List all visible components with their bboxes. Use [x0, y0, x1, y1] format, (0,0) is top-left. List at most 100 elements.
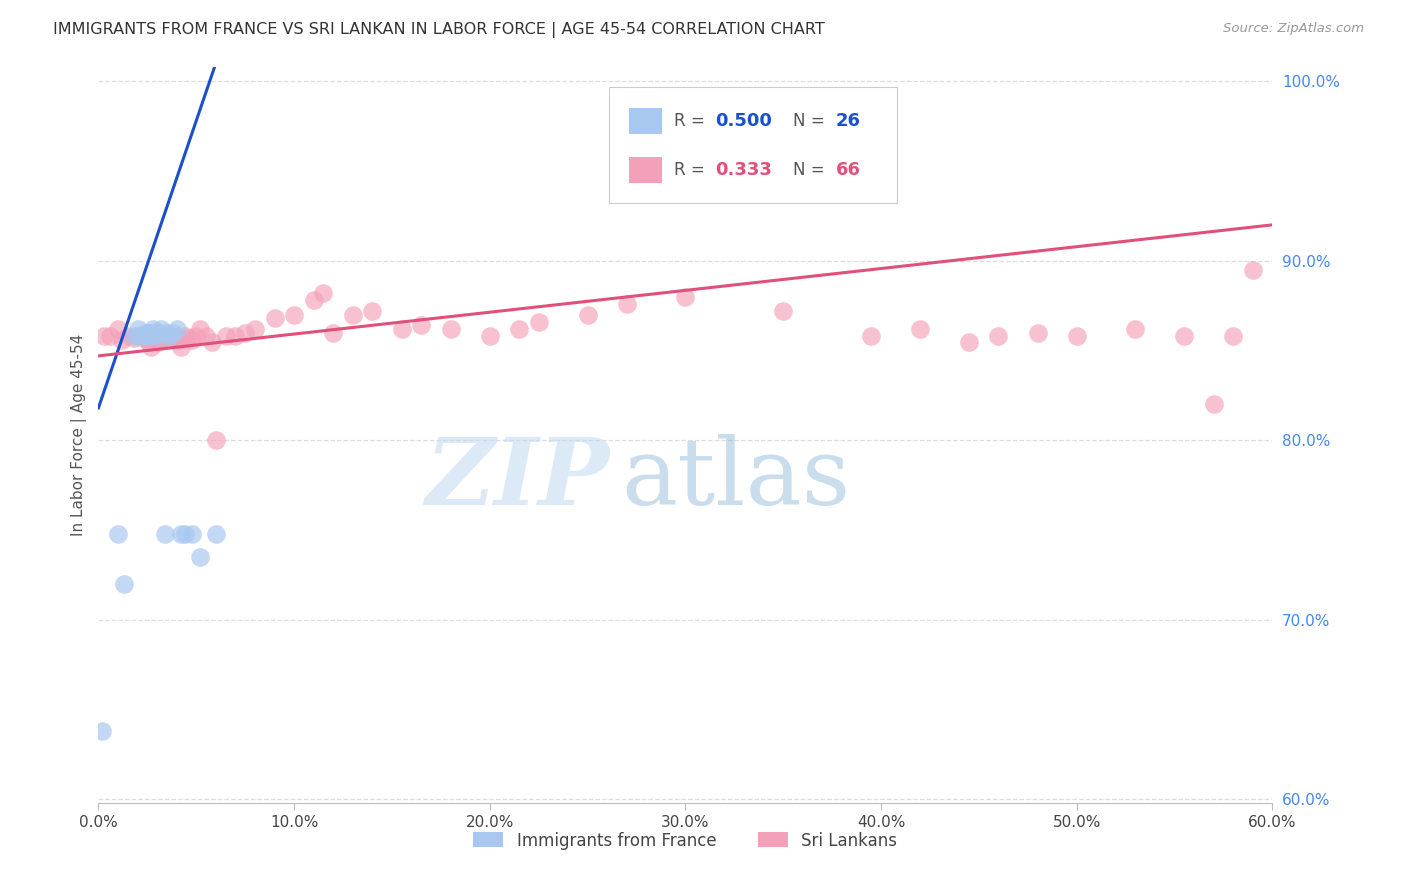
- Point: [150, 322, 173, 336]
- Point: [1066, 329, 1088, 343]
- Point: [1241, 262, 1264, 277]
- Point: [146, 329, 169, 343]
- Point: [243, 322, 266, 336]
- Text: IMMIGRANTS FROM FRANCE VS SRI LANKAN IN LABOR FORCE | AGE 45-54 CORRELATION CHAR: IMMIGRANTS FROM FRANCE VS SRI LANKAN IN …: [53, 22, 825, 38]
- Point: [162, 326, 184, 340]
- Point: [134, 326, 156, 340]
- Point: [188, 549, 211, 564]
- Point: [675, 290, 697, 304]
- Point: [131, 329, 153, 343]
- Text: 0.333: 0.333: [714, 161, 772, 179]
- Point: [391, 322, 413, 336]
- FancyBboxPatch shape: [609, 87, 897, 203]
- Point: [576, 308, 599, 322]
- Point: [162, 329, 184, 343]
- Point: [181, 333, 204, 347]
- Point: [141, 326, 163, 340]
- Point: [195, 329, 218, 343]
- Point: [188, 322, 211, 336]
- Point: [233, 326, 256, 340]
- Point: [156, 326, 179, 340]
- Point: [142, 322, 165, 336]
- Point: [93, 329, 115, 343]
- Text: N =: N =: [793, 161, 831, 179]
- Point: [169, 340, 191, 354]
- Point: [201, 334, 224, 349]
- Point: [263, 311, 285, 326]
- Point: [616, 297, 638, 311]
- Point: [205, 526, 228, 541]
- Point: [1222, 329, 1244, 343]
- Point: [186, 329, 208, 343]
- Point: [860, 329, 883, 343]
- Point: [112, 577, 135, 591]
- Point: [527, 315, 550, 329]
- Point: [107, 526, 129, 541]
- Point: [169, 526, 191, 541]
- Point: [508, 322, 530, 336]
- Point: [224, 329, 246, 343]
- Text: atlas: atlas: [621, 434, 851, 524]
- FancyBboxPatch shape: [628, 109, 662, 134]
- Point: [342, 308, 364, 322]
- Point: [361, 304, 384, 318]
- Point: [153, 526, 176, 541]
- Point: [148, 334, 170, 349]
- Point: [181, 526, 204, 541]
- Point: [127, 322, 149, 336]
- Point: [411, 318, 433, 333]
- Point: [910, 322, 932, 336]
- Point: [131, 329, 153, 343]
- Point: [322, 326, 344, 340]
- FancyBboxPatch shape: [628, 157, 662, 183]
- Point: [957, 334, 980, 349]
- Text: N =: N =: [793, 112, 831, 130]
- Legend: Immigrants from France, Sri Lankans: Immigrants from France, Sri Lankans: [474, 831, 897, 850]
- Point: [157, 329, 180, 343]
- Point: [173, 526, 195, 541]
- Text: R =: R =: [673, 161, 710, 179]
- Point: [143, 329, 166, 343]
- Point: [157, 329, 180, 343]
- Point: [214, 329, 236, 343]
- Point: [150, 333, 173, 347]
- Point: [138, 334, 160, 349]
- Point: [302, 293, 325, 308]
- Point: [439, 322, 461, 336]
- Point: [138, 326, 160, 340]
- Point: [177, 331, 200, 345]
- Text: 0.500: 0.500: [714, 112, 772, 130]
- Point: [111, 333, 134, 347]
- Point: [142, 329, 165, 343]
- Text: Source: ZipAtlas.com: Source: ZipAtlas.com: [1223, 22, 1364, 36]
- Point: [987, 329, 1010, 343]
- Point: [156, 333, 179, 347]
- Point: [205, 434, 228, 448]
- Point: [312, 286, 335, 301]
- Point: [117, 329, 139, 343]
- Point: [283, 308, 305, 322]
- Point: [146, 326, 169, 340]
- Point: [478, 329, 501, 343]
- Point: [1173, 329, 1195, 343]
- Point: [1125, 322, 1147, 336]
- Text: 26: 26: [835, 112, 860, 130]
- Point: [166, 322, 188, 336]
- Point: [136, 326, 159, 340]
- Point: [136, 333, 159, 347]
- Point: [152, 329, 174, 343]
- Point: [134, 329, 156, 343]
- Point: [167, 333, 190, 347]
- Text: ZIP: ZIP: [425, 434, 609, 524]
- Text: R =: R =: [673, 112, 710, 130]
- Point: [91, 724, 114, 739]
- Point: [166, 329, 188, 343]
- Point: [141, 340, 163, 354]
- Point: [173, 329, 195, 343]
- Point: [138, 329, 160, 343]
- Point: [138, 329, 160, 343]
- Point: [127, 329, 149, 343]
- Point: [122, 329, 145, 343]
- Point: [136, 329, 159, 343]
- Point: [153, 329, 176, 343]
